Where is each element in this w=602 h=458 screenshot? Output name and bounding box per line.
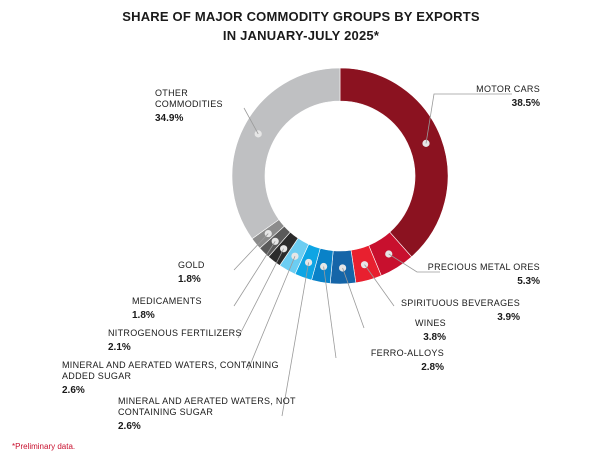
slice-value-5: 2.6% — [118, 421, 141, 432]
leader-line-2 — [364, 264, 395, 307]
footnote: *Preliminary data. — [12, 442, 76, 451]
slice-label-1-line-0: PRECIOUS METAL ORES — [428, 262, 540, 272]
leader-line-8 — [233, 241, 276, 307]
slice-label-7-line-0: NITROGENOUS FERTILIZERS — [108, 328, 242, 338]
slice-value-1: 5.3% — [517, 276, 540, 287]
leader-line-3 — [342, 267, 365, 329]
slice-marker-1 — [385, 250, 393, 258]
slice-value-10: 34.9% — [155, 113, 183, 124]
slice-label-6-line-1: ADDED SUGAR — [62, 371, 132, 381]
slice-label-0-line-0: MOTOR CARS — [476, 84, 540, 94]
leader-line-4 — [323, 266, 337, 359]
slice-label-2-line-0: SPIRITUOUS BEVERAGES — [401, 298, 520, 308]
slice-value-6: 2.6% — [62, 385, 85, 396]
slice-label-6-line-0: MINERAL AND AERATED WATERS, CONTAINING — [62, 360, 279, 370]
leader-line-1 — [388, 253, 440, 273]
leader-line-5 — [281, 262, 309, 417]
slice-label-9-line-0: GOLD — [178, 260, 205, 270]
slice-label-8-line-0: MEDICAMENTS — [132, 296, 202, 306]
leader-line-0 — [425, 93, 512, 144]
slice-value-0: 38.5% — [512, 98, 540, 109]
slice-value-9: 1.8% — [178, 274, 201, 285]
slice-value-8: 1.8% — [132, 310, 155, 321]
slice-value-3: 3.8% — [423, 332, 446, 343]
leader-line-10 — [243, 107, 259, 135]
slice-label-5-line-1: CONTAINING SUGAR — [118, 407, 213, 417]
slice-label-5-line-0: MINERAL AND AERATED WATERS, NOT — [118, 396, 296, 406]
slice-label-3-line-0: WINES — [415, 318, 446, 328]
leader-line-6 — [247, 256, 296, 371]
slice-value-2: 3.9% — [497, 312, 520, 323]
slice-value-7: 2.1% — [108, 342, 131, 353]
leader-line-9 — [233, 233, 269, 271]
slice-label-10-line-0: OTHER — [155, 88, 188, 98]
slice-label-10-line-1: COMMODITIES — [155, 99, 223, 109]
chart-title-line-2: IN JANUARY-JULY 2025* — [222, 28, 380, 43]
slice-0 — [339, 67, 449, 258]
leader-line-7 — [237, 248, 285, 339]
slice-value-4: 2.8% — [421, 362, 444, 373]
slice-label-4-line-0: FERRO-ALLOYS — [371, 348, 444, 358]
chart-title-line-1: SHARE OF MAJOR COMMODITY GROUPS BY EXPOR… — [122, 9, 480, 24]
slice-10 — [231, 67, 341, 240]
